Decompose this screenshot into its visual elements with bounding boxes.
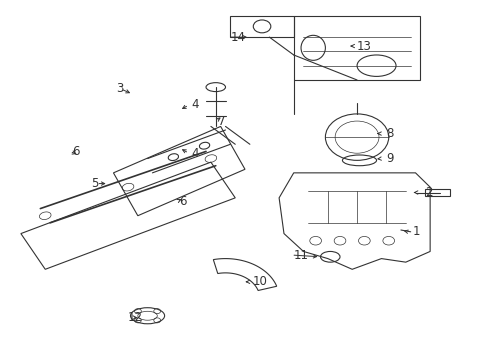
Text: 9: 9 (386, 152, 394, 165)
Text: 7: 7 (218, 114, 226, 127)
Text: 6: 6 (72, 145, 79, 158)
Text: 5: 5 (92, 177, 99, 190)
Text: 2: 2 (425, 186, 433, 199)
Text: 12: 12 (128, 311, 143, 324)
Text: 10: 10 (252, 275, 267, 288)
Text: 1: 1 (413, 225, 420, 238)
Text: 4: 4 (192, 99, 199, 112)
Text: 3: 3 (116, 82, 123, 95)
Text: 8: 8 (386, 127, 393, 140)
Text: 11: 11 (294, 248, 309, 261)
Text: 6: 6 (179, 195, 187, 208)
Text: 13: 13 (357, 40, 372, 53)
Text: 4: 4 (192, 147, 199, 160)
Text: 14: 14 (230, 31, 245, 44)
